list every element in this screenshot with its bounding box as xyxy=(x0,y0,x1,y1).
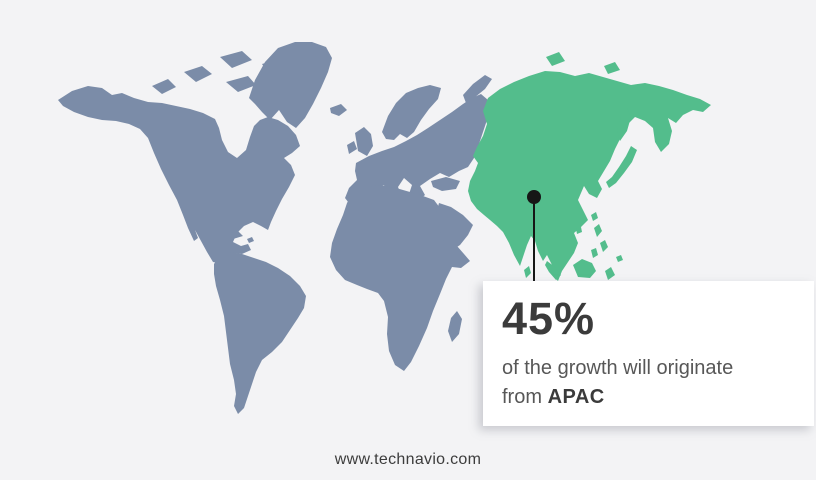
iceland xyxy=(330,104,347,116)
growth-description-line1: of the growth will originate xyxy=(502,356,734,379)
website-url: www.technavio.com xyxy=(334,451,482,468)
greenland xyxy=(249,42,332,128)
growth-percentage: 45% xyxy=(502,293,596,344)
continent-south-america xyxy=(214,252,306,414)
map-marker-dot xyxy=(527,190,541,204)
continent-africa xyxy=(330,185,470,371)
apac-region-highlight xyxy=(468,71,711,281)
arabian-peninsula xyxy=(436,203,473,251)
caribbean-islands xyxy=(228,231,254,243)
region-name: APAC xyxy=(547,385,605,408)
growth-description: of the growth will originate from APAC xyxy=(502,354,794,412)
continent-europe xyxy=(345,94,490,209)
anatolia xyxy=(431,177,460,191)
growth-description-line2-prefix: from xyxy=(502,385,548,408)
marker-leader-line xyxy=(533,197,535,282)
novaya-zemlya xyxy=(463,75,492,103)
madagascar xyxy=(448,311,462,342)
arctic-islands xyxy=(152,51,287,94)
british-isles xyxy=(347,127,373,156)
scandinavia xyxy=(382,85,441,140)
continent-north-america xyxy=(58,86,300,263)
apac-callout-card: 45% of the growth will originate from AP… xyxy=(483,281,814,426)
growth-description-line2: from APAC xyxy=(502,383,794,412)
